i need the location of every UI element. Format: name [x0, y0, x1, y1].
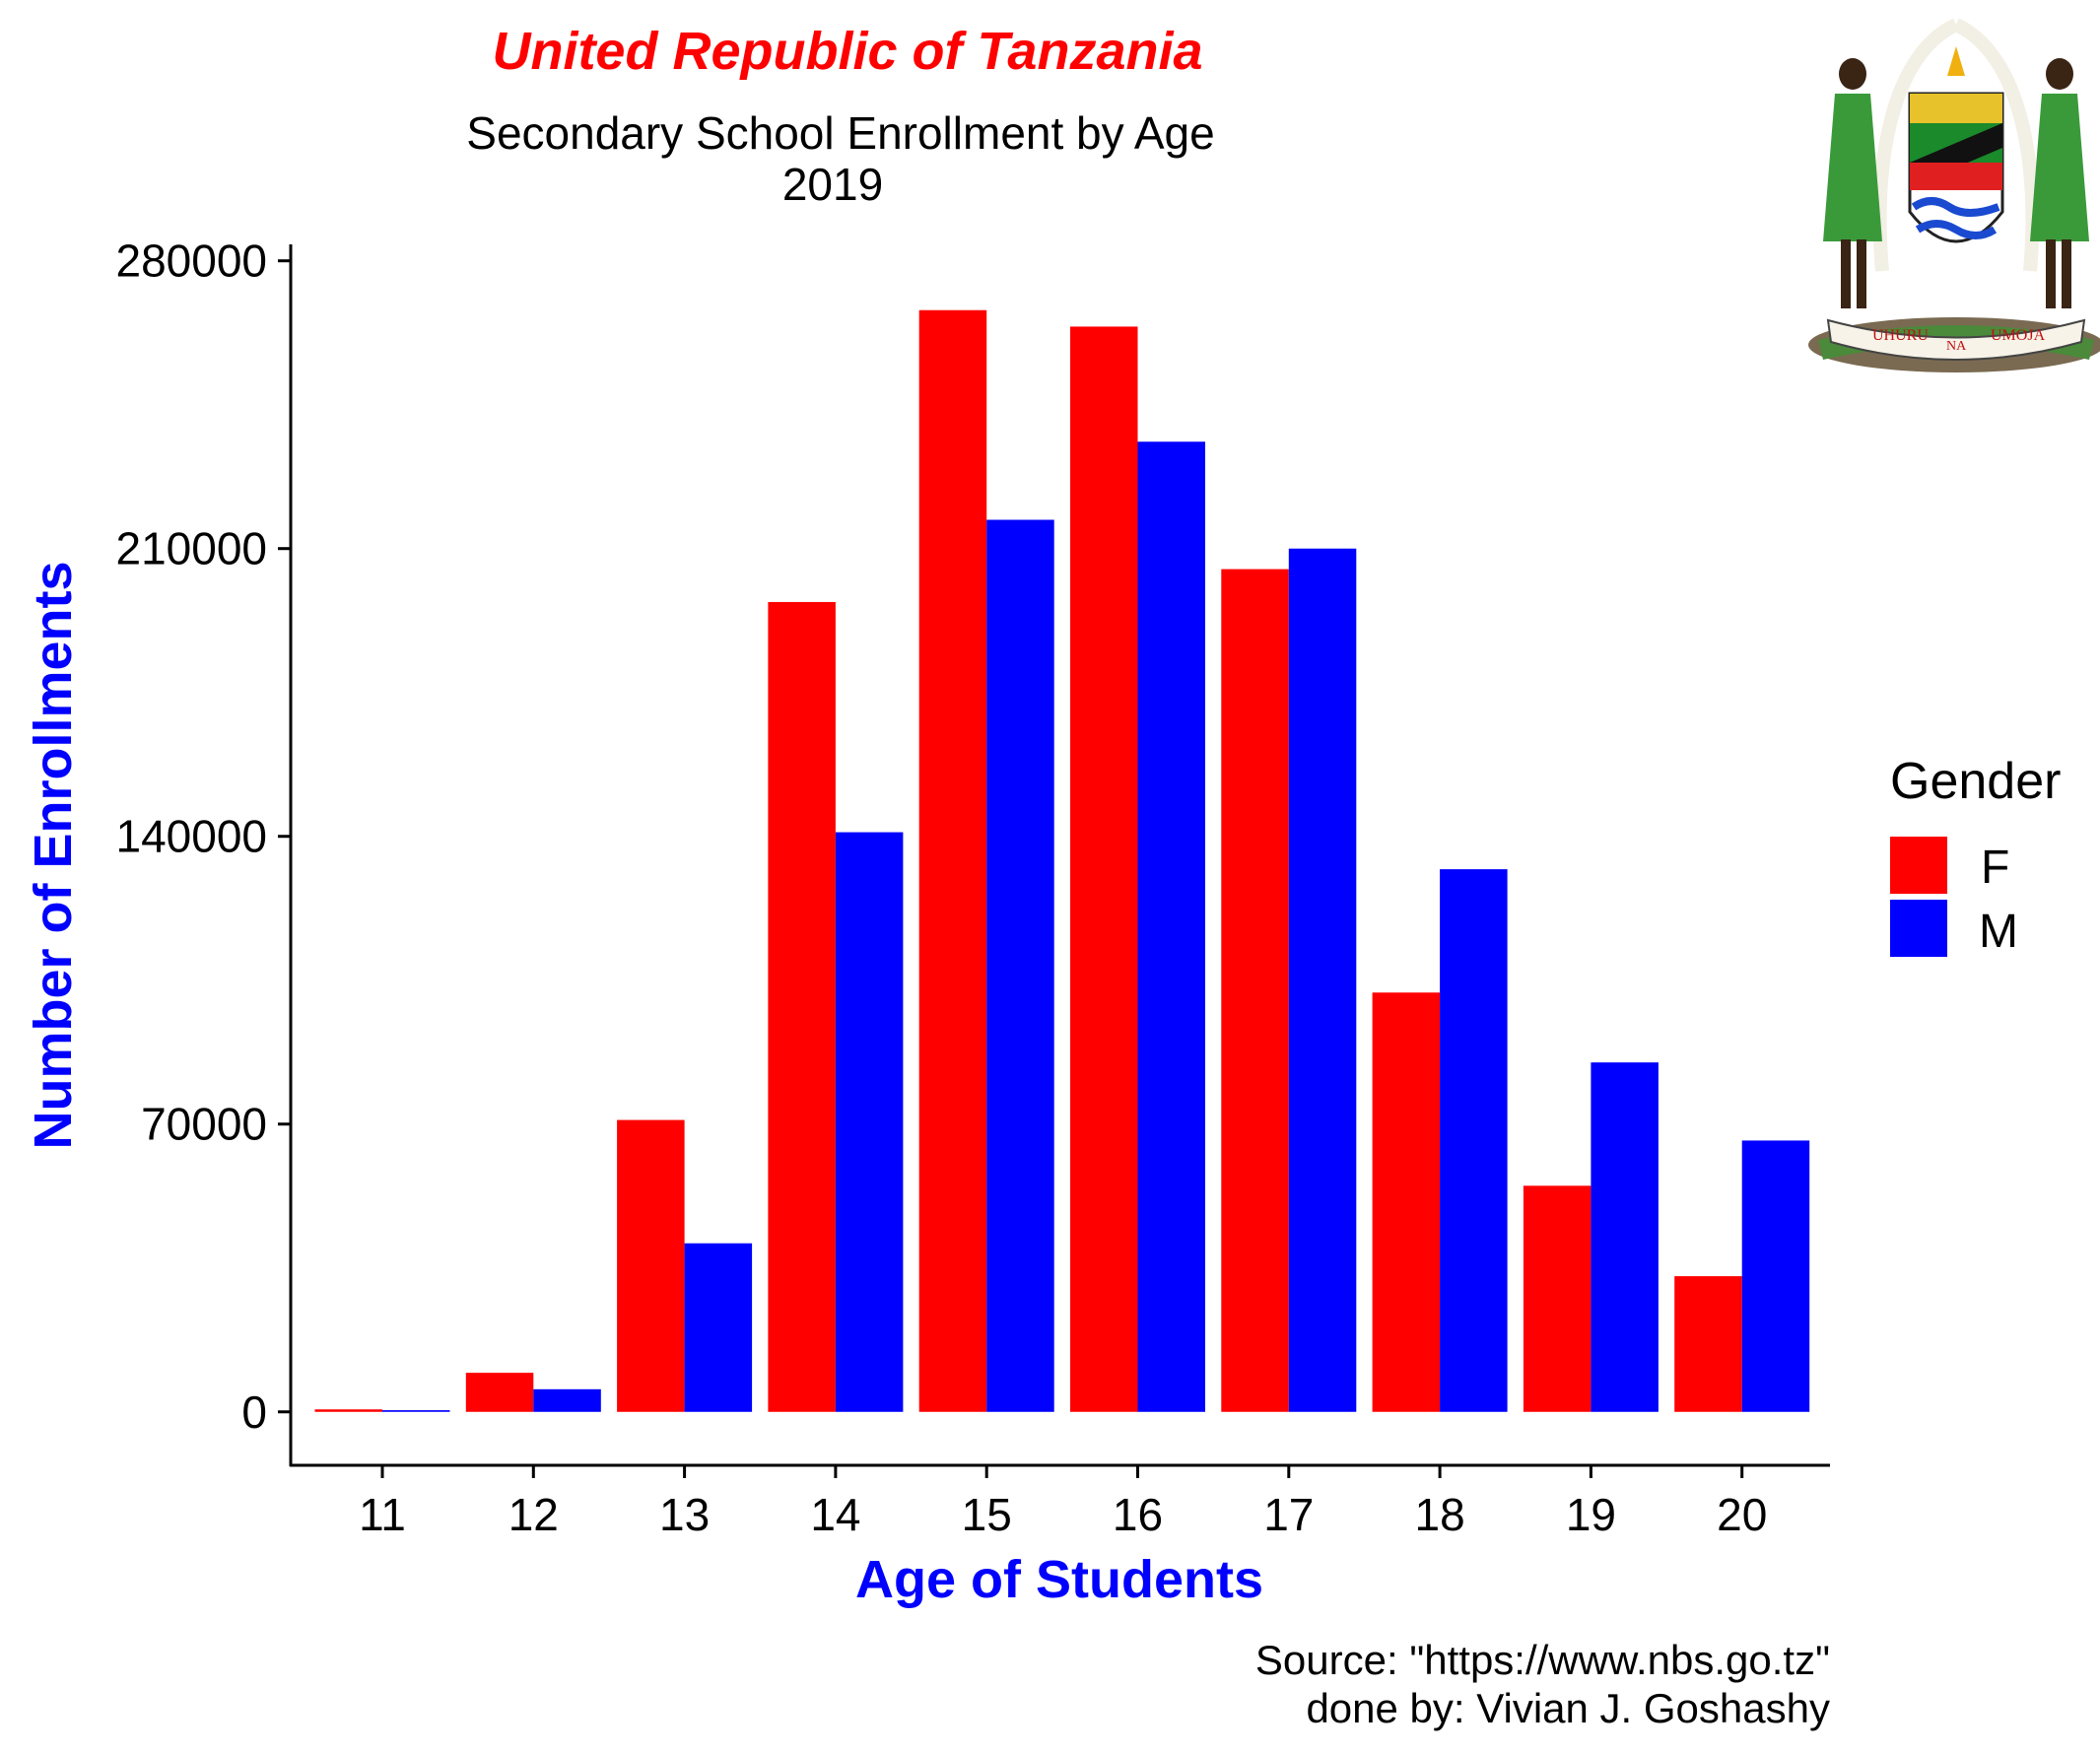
y-tick-label: 280000	[116, 236, 268, 287]
bar-m-age-20	[1741, 1140, 1810, 1412]
bar-f-age-19	[1523, 1185, 1592, 1412]
tanzania-coat-of-arms-icon: UHURU NA UMOJA	[1808, 18, 2100, 372]
bar-m-age-11	[382, 1410, 450, 1412]
x-tick-label: 11	[359, 1489, 406, 1540]
bar-m-age-16	[1137, 441, 1205, 1412]
legend-swatch-f	[1890, 837, 1947, 894]
x-tick-label: 14	[810, 1489, 860, 1540]
motto-right: UMOJA	[1991, 327, 2046, 344]
bar-f-age-11	[314, 1409, 382, 1412]
bar-f-age-18	[1372, 992, 1441, 1412]
bar-m-age-17	[1288, 548, 1357, 1412]
x-axis-title: Age of Students	[855, 1550, 1263, 1609]
bar-m-age-14	[835, 832, 904, 1412]
x-tick-label: 17	[1263, 1489, 1314, 1540]
bar-m-age-18	[1440, 869, 1508, 1412]
y-tick-label: 210000	[116, 523, 268, 574]
bar-f-age-20	[1674, 1276, 1742, 1412]
x-tick-label: 20	[1717, 1489, 1767, 1540]
bar-f-age-12	[465, 1373, 534, 1412]
x-tick-label: 13	[659, 1489, 710, 1540]
author-caption: done by: Vivian J. Goshashy	[1306, 1685, 1830, 1731]
y-axis-title: Number of Enrollments	[24, 561, 83, 1149]
y-tick-label: 0	[241, 1386, 267, 1438]
y-tick-label: 140000	[116, 811, 268, 862]
x-tick-label: 15	[962, 1489, 1012, 1540]
x-tick-label: 18	[1415, 1489, 1465, 1540]
bar-f-age-17	[1221, 569, 1289, 1412]
bar-m-age-19	[1591, 1062, 1659, 1412]
bar-m-age-15	[986, 519, 1054, 1412]
bar-f-age-15	[918, 309, 987, 1412]
source-caption: Source: "https://www.nbs.go.tz"	[1255, 1637, 1830, 1683]
y-tick-label: 70000	[141, 1099, 267, 1150]
x-tick-label: 16	[1113, 1489, 1163, 1540]
motto-mid: NA	[1946, 339, 1967, 354]
bar-f-age-13	[617, 1119, 685, 1412]
chart-title: United Republic of Tanzania	[492, 22, 1202, 81]
motto-left: UHURU	[1872, 327, 1929, 344]
bar-f-age-14	[768, 601, 836, 1412]
chart-subtitle-year: 2019	[782, 159, 883, 210]
x-ticks: 11 12 13 14 15 16 17 18 19 20	[359, 1465, 1767, 1540]
chart-subtitle: Secondary School Enrollment by Age	[466, 107, 1214, 159]
x-tick-label: 12	[508, 1489, 559, 1540]
legend-swatch-m	[1890, 900, 1947, 957]
legend: Gender F M	[1890, 753, 2061, 958]
bar-m-age-12	[533, 1388, 601, 1412]
legend-label-f: F	[1981, 842, 2009, 894]
y-ticks: 0 70000 140000 210000 280000	[116, 236, 291, 1438]
bar-f-age-16	[1070, 326, 1138, 1412]
legend-label-m: M	[1979, 906, 2018, 958]
legend-title: Gender	[1890, 753, 2061, 810]
x-tick-label: 19	[1566, 1489, 1616, 1540]
bar-m-age-13	[684, 1243, 753, 1412]
bars	[314, 309, 1810, 1412]
